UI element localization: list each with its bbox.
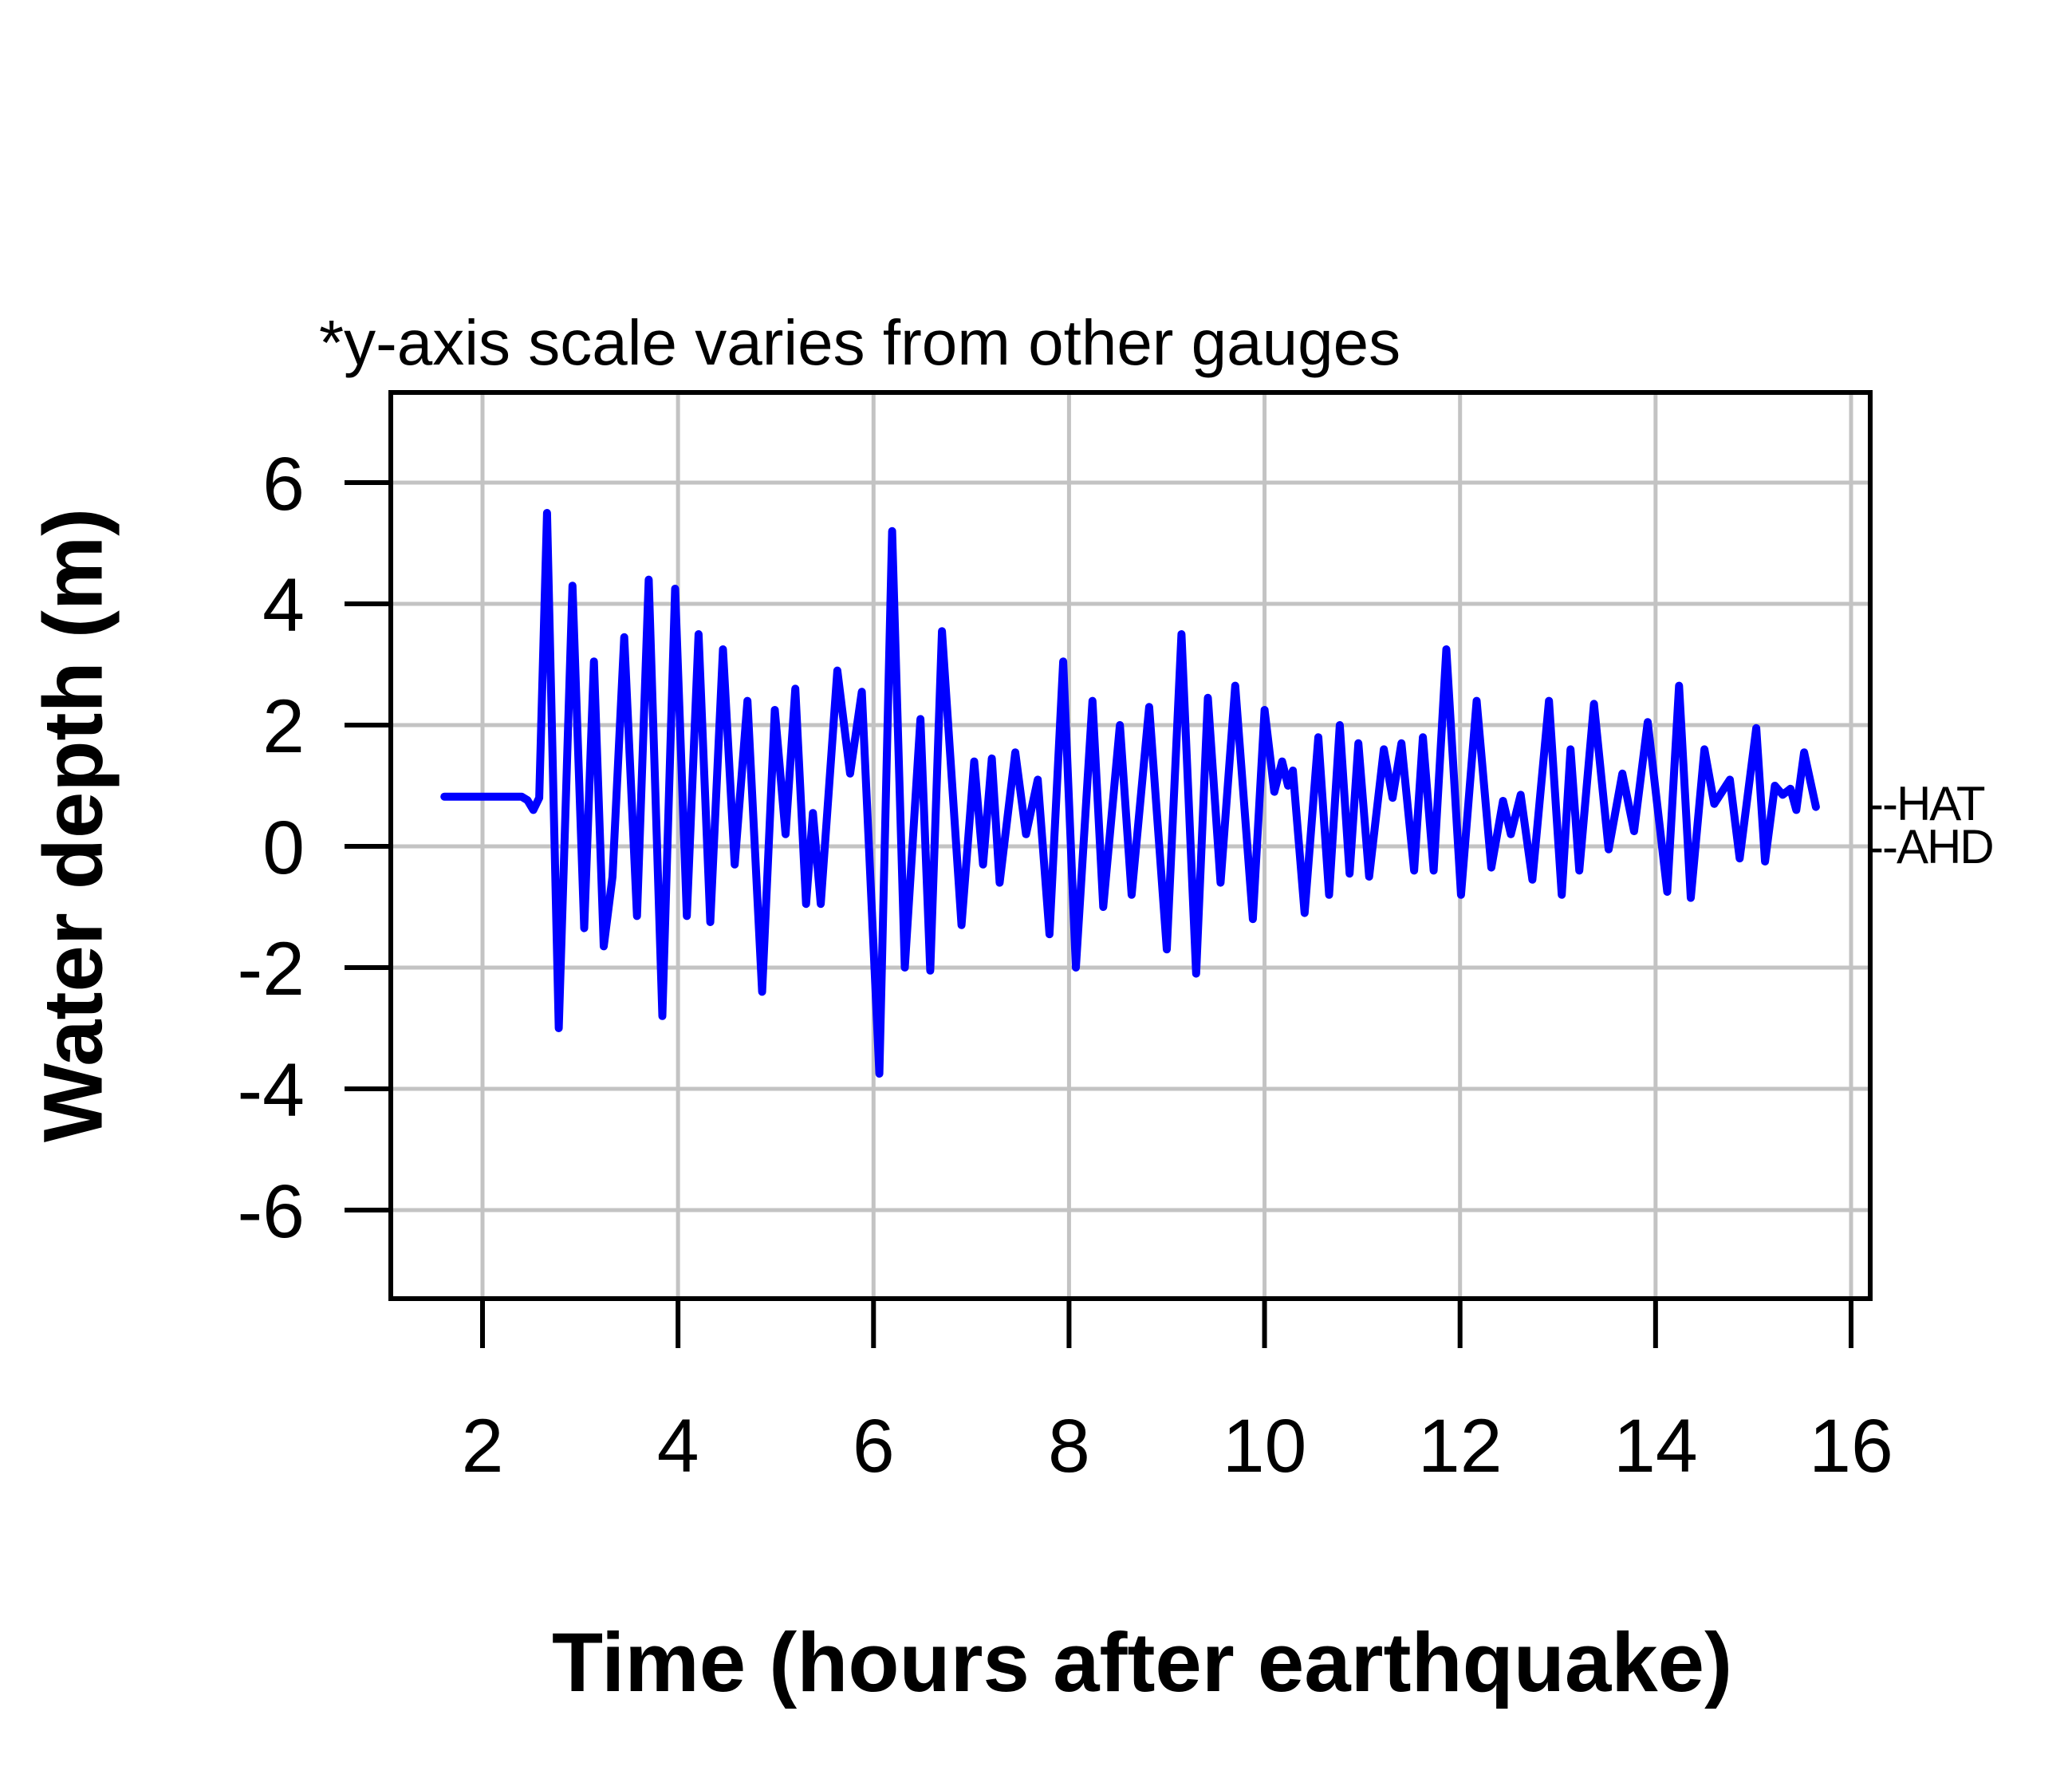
x-tick-label: 14 (1613, 1404, 1698, 1488)
x-tick-label: 6 (853, 1404, 895, 1488)
chart-title: *y-axis scale varies from other gauges (319, 307, 1401, 378)
y-tick-label: 2 (262, 684, 305, 769)
y-tick-label: 0 (262, 806, 305, 890)
y-axis-label: Water depth (m) (26, 507, 120, 1143)
x-tick-label: 2 (462, 1404, 504, 1488)
y-tick-label: -2 (238, 927, 305, 1011)
x-tick-label: 4 (657, 1404, 699, 1488)
hat-reference-label: --HAT (1868, 777, 1986, 830)
plot-border (388, 390, 1873, 1301)
x-tick-label: 8 (1048, 1404, 1090, 1488)
y-tick-label: -4 (238, 1048, 305, 1133)
y-tick-label: -6 (238, 1169, 305, 1254)
y-tick-label: 6 (262, 442, 305, 526)
x-tick-label: 12 (1418, 1404, 1503, 1488)
x-tick-label: 16 (1809, 1404, 1893, 1488)
x-axis-label: Time (hours after earthquake) (551, 1616, 1733, 1709)
x-tick-label: 10 (1223, 1404, 1307, 1488)
y-tick-label: 4 (262, 563, 305, 648)
water-depth-line (440, 509, 1820, 1078)
ahd-reference-label: --AHD (1868, 820, 1995, 873)
